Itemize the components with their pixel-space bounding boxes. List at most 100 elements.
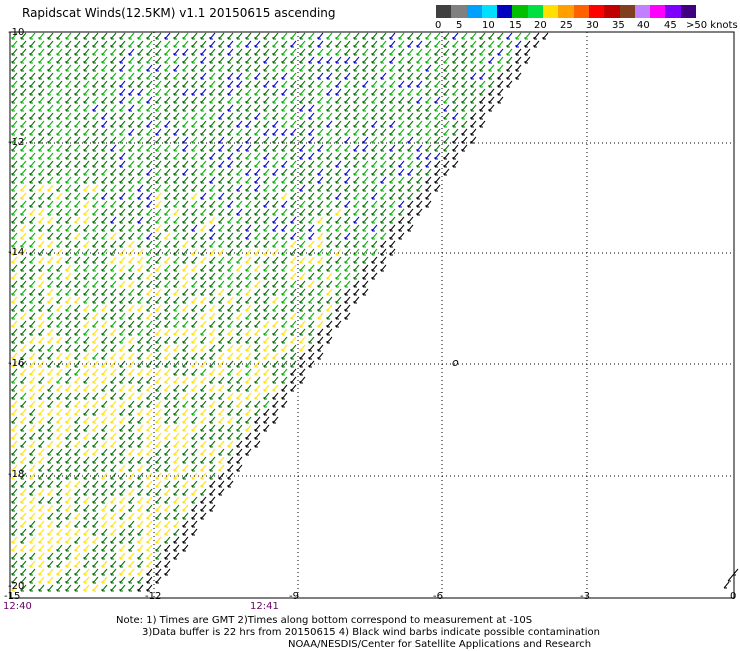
wind-barb (227, 192, 234, 200)
wind-barb (11, 512, 18, 520)
wind-barb (173, 344, 180, 352)
wind-barb (155, 408, 162, 416)
wind-barb (209, 208, 216, 216)
wind-barb (146, 152, 153, 160)
wind-barb (83, 528, 90, 536)
wind-barb (407, 176, 414, 184)
wind-barb (263, 200, 270, 208)
wind-barb (137, 568, 144, 576)
wind-barb (263, 128, 270, 136)
wind-barb (389, 208, 396, 216)
lat-label: -18 (8, 469, 25, 480)
wind-barb (227, 248, 234, 256)
wind-barb (164, 120, 171, 128)
wind-barb (74, 400, 81, 408)
wind-barb (164, 408, 171, 416)
wind-barb (101, 560, 108, 568)
wind-barb (11, 64, 18, 72)
wind-barb (47, 320, 54, 328)
wind-barb (110, 520, 117, 528)
wind-barb (110, 80, 117, 88)
wind-barb (47, 192, 54, 200)
wind-barb (119, 344, 126, 352)
wind-barb (47, 176, 54, 184)
wind-barb (137, 56, 144, 64)
wind-barb (362, 104, 369, 112)
wind-barb (92, 360, 99, 368)
wind-barb (272, 64, 279, 72)
wind-barb (299, 64, 306, 72)
wind-barb (56, 80, 63, 88)
wind-barb (146, 40, 153, 48)
wind-barb (290, 200, 297, 208)
wind-barb (29, 200, 36, 208)
wind-barb (434, 48, 441, 56)
wind-barb (497, 48, 504, 56)
wind-barb (290, 312, 297, 320)
wind-barb (245, 64, 252, 72)
wind-barb (164, 112, 171, 120)
wind-barb (101, 280, 108, 288)
wind-barb (380, 32, 387, 40)
wind-barb (326, 304, 333, 312)
wind-barb (47, 560, 54, 568)
wind-barb (128, 280, 135, 288)
wind-barb (137, 480, 144, 488)
wind-barb (83, 376, 90, 384)
wind-barb (362, 32, 369, 40)
wind-barb (245, 176, 252, 184)
wind-barb (119, 520, 126, 528)
wind-barb (164, 520, 171, 528)
wind-barb (65, 64, 72, 72)
wind-barb (380, 104, 387, 112)
wind-barb (281, 32, 288, 40)
wind-barb (119, 416, 126, 424)
wind-barb (416, 144, 423, 152)
colorbar-label: 25 (560, 20, 573, 31)
wind-barb (137, 168, 144, 176)
wind-barb (119, 528, 126, 536)
wind-barb (389, 232, 396, 240)
wind-barb (272, 304, 279, 312)
wind-barb (200, 440, 207, 448)
wind-barb (272, 288, 279, 296)
wind-barb (191, 424, 198, 432)
wind-barb (371, 264, 378, 272)
wind-barb (65, 40, 72, 48)
wind-barb (83, 384, 90, 392)
wind-barb (434, 128, 441, 136)
wind-barb (407, 136, 414, 144)
wind-barb (200, 480, 207, 488)
wind-barb (173, 360, 180, 368)
wind-barb (65, 352, 72, 360)
wind-barb (155, 56, 162, 64)
wind-barb (65, 232, 72, 240)
wind-barb (155, 72, 162, 80)
wind-barb (47, 344, 54, 352)
wind-barb (137, 80, 144, 88)
colorbar-swatch (512, 5, 528, 18)
wind-barb (200, 504, 207, 512)
wind-barb (173, 136, 180, 144)
wind-barb (290, 360, 297, 368)
wind-barb (434, 40, 441, 48)
wind-barb (218, 288, 225, 296)
wind-barb (119, 464, 126, 472)
wind-barb (164, 184, 171, 192)
wind-barb (317, 96, 324, 104)
wind-barb (56, 528, 63, 536)
wind-barb (470, 80, 477, 88)
wind-barb (56, 56, 63, 64)
wind-barb (119, 320, 126, 328)
wind-barb (11, 240, 18, 248)
wind-barb (389, 184, 396, 192)
wind-barb (110, 456, 117, 464)
wind-barb (92, 448, 99, 456)
wind-barb (290, 192, 297, 200)
wind-barb (38, 528, 45, 536)
wind-barb (209, 184, 216, 192)
wind-barb (353, 272, 360, 280)
wind-barb (281, 80, 288, 88)
wind-barb (407, 200, 414, 208)
wind-barb (20, 120, 27, 128)
